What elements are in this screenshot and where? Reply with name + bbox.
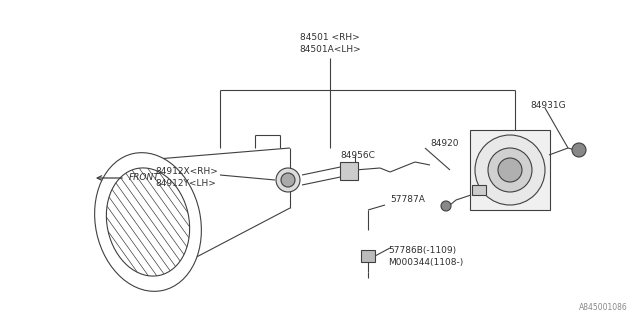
Circle shape <box>572 143 586 157</box>
Text: 84931G: 84931G <box>530 100 566 109</box>
Text: 84501 <RH>: 84501 <RH> <box>300 34 360 43</box>
Text: 57787A: 57787A <box>390 196 425 204</box>
FancyBboxPatch shape <box>361 250 375 262</box>
Circle shape <box>488 148 532 192</box>
FancyBboxPatch shape <box>340 162 358 180</box>
Text: 84920: 84920 <box>430 139 458 148</box>
Text: 84912X<RH>: 84912X<RH> <box>155 167 218 177</box>
Text: 84501A<LH>: 84501A<LH> <box>299 45 361 54</box>
Circle shape <box>281 173 295 187</box>
Ellipse shape <box>95 153 202 291</box>
Text: 84912Y<LH>: 84912Y<LH> <box>155 180 216 188</box>
Text: A845001086: A845001086 <box>579 303 628 312</box>
Circle shape <box>276 168 300 192</box>
Circle shape <box>441 201 451 211</box>
Text: FRONT: FRONT <box>129 173 160 182</box>
FancyBboxPatch shape <box>472 185 486 195</box>
Circle shape <box>475 135 545 205</box>
Text: M000344(1108-): M000344(1108-) <box>388 258 463 267</box>
Text: 57786B(-1109): 57786B(-1109) <box>388 245 456 254</box>
Circle shape <box>498 158 522 182</box>
FancyBboxPatch shape <box>470 130 550 210</box>
Text: 84956C: 84956C <box>340 150 375 159</box>
